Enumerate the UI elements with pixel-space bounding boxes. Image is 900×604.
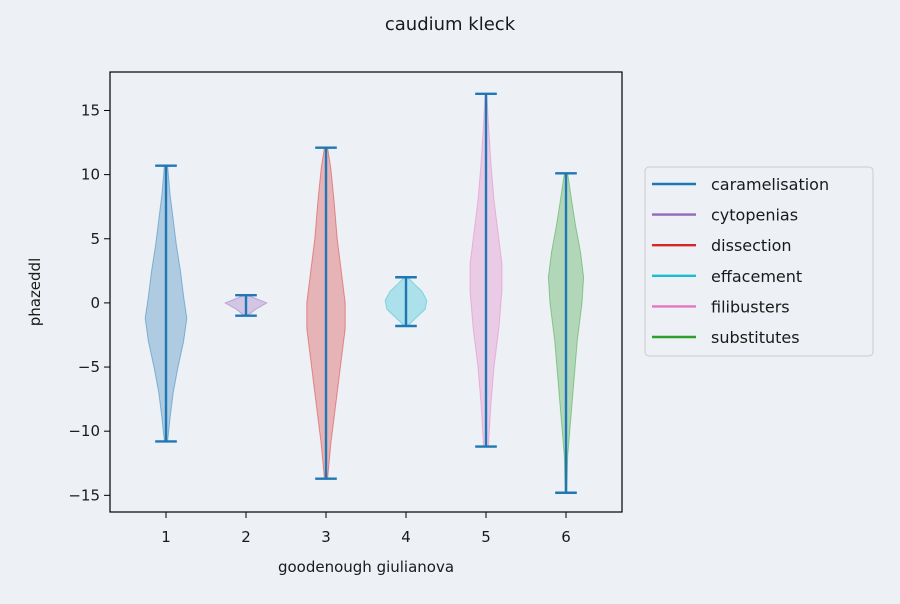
legend-label: cytopenias — [711, 206, 798, 225]
y-tick-label: −15 — [68, 486, 100, 504]
chart-title: caudium kleck — [385, 14, 516, 35]
x-tick-label: 2 — [241, 528, 251, 546]
plot-frame — [109, 71, 623, 513]
legend-label: caramelisation — [711, 175, 829, 194]
y-tick-label: 10 — [81, 166, 100, 184]
x-tick-label: 1 — [161, 528, 171, 546]
violins-layer — [144, 93, 585, 494]
y-axis: −15 −10 −5 0 5 10 15 — [68, 101, 110, 504]
x-axis-label: goodenough giulianova — [278, 558, 454, 576]
x-tick-label: 5 — [481, 528, 491, 546]
legend: caramelisation cytopenias dissection efface… — [644, 166, 874, 357]
y-axis-label: phazeddl — [26, 258, 44, 327]
x-tick-label: 4 — [401, 528, 411, 546]
legend-label: filibusters — [711, 297, 790, 316]
x-tick-label: 6 — [561, 528, 571, 546]
legend-box — [644, 166, 874, 357]
y-tick-label: 15 — [81, 101, 100, 119]
y-tick-label: 5 — [90, 230, 100, 248]
legend-label: dissection — [711, 236, 792, 255]
y-tick-label: 0 — [90, 294, 100, 312]
legend-label: effacement — [711, 267, 802, 286]
y-tick-label: −10 — [68, 422, 100, 440]
y-tick-label: −5 — [78, 358, 100, 376]
legend-label: substitutes — [711, 328, 800, 347]
x-tick-label: 3 — [321, 528, 331, 546]
whiskers-layer — [155, 92, 577, 494]
x-axis: 1 2 3 4 5 6 — [161, 512, 571, 546]
